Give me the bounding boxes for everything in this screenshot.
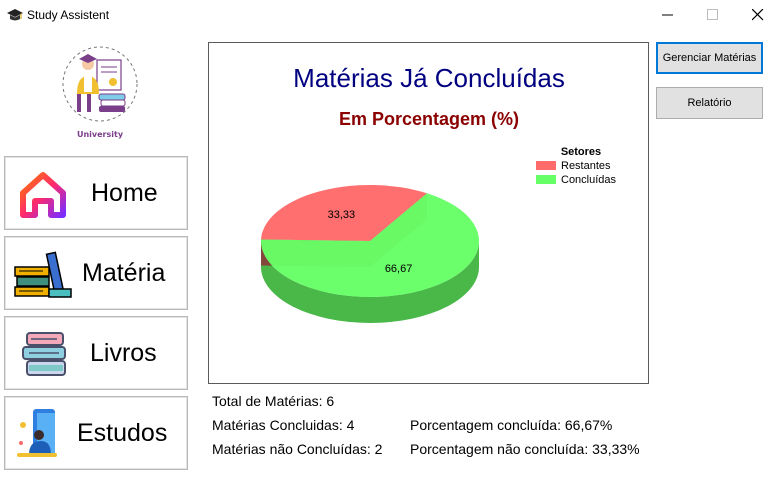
legend-swatch-restantes [536, 161, 556, 170]
nav-home-button[interactable]: Home [4, 156, 188, 230]
maximize-button[interactable] [690, 0, 735, 30]
close-button[interactable] [735, 0, 780, 30]
pie-data-label-concluídas: 66,67 [385, 263, 413, 275]
minimize-button[interactable] [645, 0, 690, 30]
nav-materia-button[interactable]: Matéria [4, 236, 188, 310]
pie-chart: Matérias Já Concluídas Em Porcentagem (%… [208, 42, 649, 384]
porcentagem-concluida-text: Porcentagem concluída: 66,67% [410, 417, 613, 433]
books-icon [14, 251, 72, 298]
book-stack-icon [22, 332, 66, 376]
legend-label-restantes: Restantes [561, 160, 611, 172]
nav-home-label: Home [91, 179, 158, 207]
logo-label: University [76, 130, 124, 139]
total-materias-text: Total de Matérias: 6 [212, 393, 335, 409]
nav-livros-button[interactable]: Livros [4, 316, 188, 390]
legend-label-concluídas: Concluídas [561, 174, 617, 186]
university-logo: University [55, 42, 145, 142]
chart-title: Matérias Já Concluídas [293, 63, 565, 93]
window-title: Study Assistent [27, 8, 110, 22]
close-icon [752, 9, 764, 21]
pie-slice-concluídas [261, 193, 479, 297]
graduate-diploma-icon [62, 46, 138, 122]
nav-materia-label: Matéria [82, 259, 166, 287]
legend-swatch-concluídas [536, 175, 556, 184]
minimize-icon [662, 14, 673, 16]
legend-title: Setores [561, 146, 601, 158]
nav-estudos-label: Estudos [77, 419, 168, 447]
pie-slice-restantes [261, 185, 427, 241]
maximize-icon [707, 9, 718, 20]
graduation-cap-icon [7, 9, 23, 21]
house-icon [20, 172, 66, 218]
relatorio-button[interactable]: Relatório [656, 87, 763, 119]
materias-nao-concluidas-text: Matérias não Concluídas: 2 [212, 441, 383, 457]
pie-data-label-restantes: 33,33 [328, 209, 356, 221]
materias-concluidas-text: Matérias Concluidas: 4 [212, 417, 355, 433]
nav-estudos-button[interactable]: Estudos [4, 396, 188, 470]
gerenciar-materias-button[interactable]: Gerenciar Matérias [656, 42, 763, 74]
pie-plot: 33,33 66,67 [261, 185, 479, 323]
pie-slice-side-concluídas [261, 241, 479, 323]
chart-subtitle: Em Porcentagem (%) [339, 109, 519, 129]
title-bar: Study Assistent [0, 0, 780, 30]
porcentagem-nao-concluida-text: Porcentagem não concluída: 33,33% [410, 441, 640, 457]
chart-legend: Restantes Concluídas [536, 160, 617, 186]
student-reading-icon [17, 409, 57, 457]
nav-livros-label: Livros [90, 339, 157, 367]
